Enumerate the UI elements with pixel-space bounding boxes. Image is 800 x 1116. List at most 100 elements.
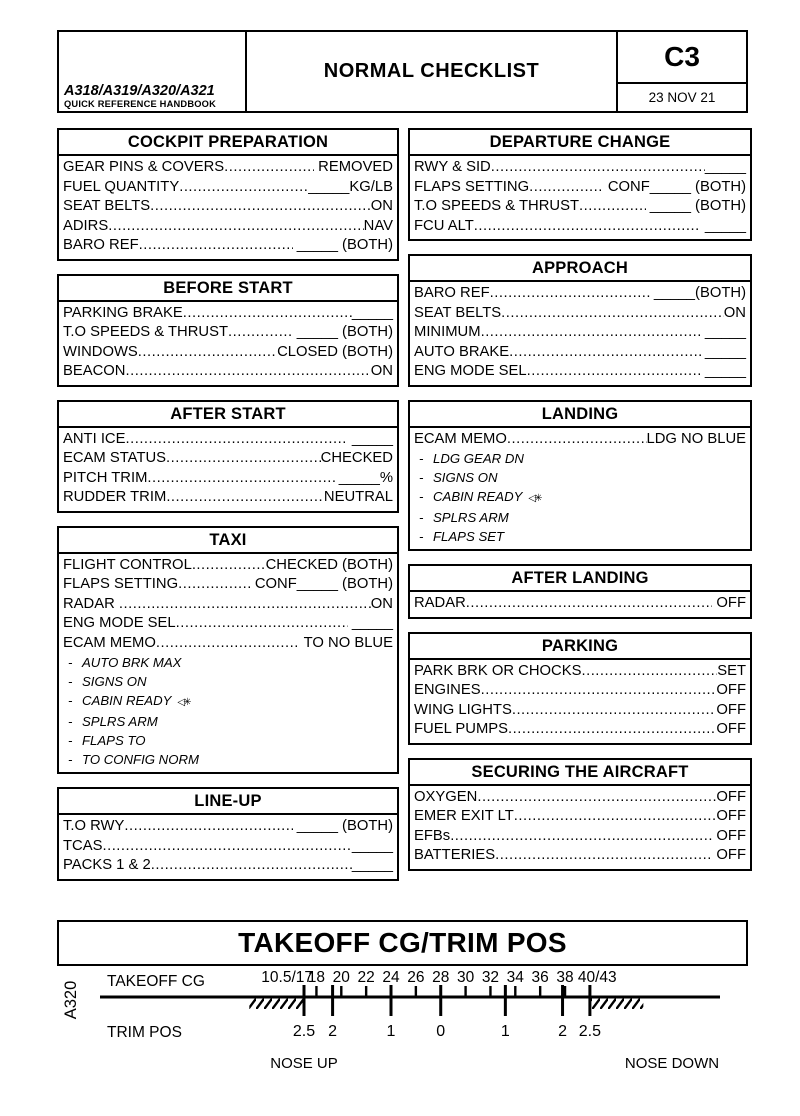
cg-tick-label: 36 [532,969,549,986]
section-body: RADAR OFF [410,592,750,617]
checklist-item: FCU ALT _____ [414,217,746,237]
item-label: BEACON [63,363,126,379]
memo-dash: - [68,733,73,748]
section-title: BEFORE START [59,276,397,302]
section-title: APPROACH [410,256,750,282]
dotted-leader [450,827,712,847]
memo-sub-item: - SIGNS ON [63,672,393,691]
item-value: ON [370,363,393,379]
checklist-item: ECAM STATUS CHECKED [63,449,393,469]
checklist-item: FUEL QUANTITY _____KG/LB [63,178,393,198]
nose-down-label: NOSE DOWN [625,1055,719,1072]
item-value: NEUTRAL [323,489,393,505]
item-label: BARO REF [414,285,490,301]
trim-tick-label: 1 [387,1023,396,1040]
dotted-leader [490,284,650,304]
item-label: ADIRS [63,217,109,234]
trim-pos-label: TRIM POS [107,1024,182,1041]
item-label: ENG MODE SEL [63,615,176,631]
item-value: _____ [704,159,746,175]
cg-tick-label: 34 [507,969,525,986]
dotted-leader [477,788,716,808]
item-label: PARKING BRAKE [63,304,183,321]
memo-sub-item: - SPLRS ARM [63,712,393,731]
checklist-item: MINIMUM _____ [414,323,746,343]
checklist-item: ENG MODE SEL _____ [63,614,393,634]
dotted-leader [509,343,701,363]
memo-dash: - [419,489,424,504]
trim-tick-label: 2.5 [579,1023,601,1040]
checklist-item: FLAPS SETTING CONF_____ (BOTH) [414,178,746,198]
memo-sub-item: - AUTO BRK MAX [63,653,393,672]
revision-date: 23 NOV 21 [648,90,716,105]
dotted-leader [481,681,717,701]
checklist-item: PARK BRK OR CHOCKS SET [414,662,746,682]
item-label: RUDDER TRIM [63,489,167,505]
item-value: _____ [700,343,746,360]
item-value: _____ [700,324,746,340]
item-label: GEAR PINS & COVERS [63,159,225,175]
memo-sub-item: - FLAPS SET [414,527,746,546]
item-value: CLOSED (BOTH) [277,343,393,360]
dotted-leader [179,178,308,198]
memo-sub-item: - TO CONFIG NORM [63,750,393,769]
page-title: NORMAL CHECKLIST [323,60,540,82]
handbook-name: QUICK REFERENCE HANDBOOK [64,99,217,109]
checklist-item: T.O SPEEDS & THRUST _____ (BOTH) [63,323,393,343]
memo-dash: - [68,674,73,689]
checklist-item: RWY & SID _____ [414,158,746,178]
item-value: _____ [347,430,393,447]
checklist-item: ECAM MEMO LDG NO BLUE [414,430,746,450]
checklist-item: FUEL PUMPS OFF [414,720,746,740]
item-label: PARK BRK OR CHOCKS [414,662,582,679]
dotted-leader [183,304,352,324]
cg-tick-label: 22 [358,969,375,986]
item-value: ON [370,198,393,214]
item-label: OXYGEN [414,788,478,805]
section-title: DEPARTURE CHANGE [410,130,750,156]
memo-dash: - [419,510,424,525]
item-value: TO NO BLUE [299,634,393,651]
item-value: OFF [716,721,746,737]
cabin-ready-icon: ◁✳ [177,697,191,708]
section-title: TAXI [59,528,397,554]
dotted-leader [108,217,363,237]
item-label: TCAS [63,837,103,854]
memo-text: SPLRS ARM [82,714,158,729]
section-body: RWY & SID _____ FLAPS SETTING CONF_____ (B… [410,156,750,239]
checklist-item: ECAM MEMO TO NO BLUE [63,634,393,654]
takeoff-cg-label: TAKEOFF CG [107,973,205,990]
memo-sub-item: - CABIN READY ◁✳ [63,691,393,712]
section-title: PARKING [410,634,750,660]
item-label: T.O SPEEDS & THRUST [414,198,579,214]
item-value: _____ (BOTH) [292,818,393,834]
cg-tick-label: 30 [457,969,475,986]
checklist-item: TCAS _____ [63,837,393,857]
item-value: ON [723,304,746,321]
item-label: FLIGHT CONTROL [63,556,192,573]
item-value: _____ [351,837,393,854]
takeoff-cg-trim-title: TAKEOFF CG/TRIM POS [238,926,567,958]
memo-text: AUTO BRK MAX [82,655,182,670]
item-label: FUEL QUANTITY [63,178,180,195]
cg-tick-label: 28 [432,969,449,986]
item-label: SEAT BELTS [63,198,151,214]
dotted-leader [481,323,701,343]
memo-text: SIGNS ON [433,470,498,485]
item-label: BATTERIES [414,847,496,863]
cg-tick-label: 40/43 [578,969,617,986]
section-title: SECURING THE AIRCRAFT [410,760,750,786]
cg-tick-label: 20 [333,969,351,986]
dotted-leader [579,197,646,217]
section-body: PARKING BRAKE _____ T.O SPEEDS & THRUST __… [59,302,397,385]
item-value: OFF [712,595,746,611]
item-value: OFF [716,701,746,718]
dotted-leader [474,217,701,237]
dotted-leader [228,323,293,343]
